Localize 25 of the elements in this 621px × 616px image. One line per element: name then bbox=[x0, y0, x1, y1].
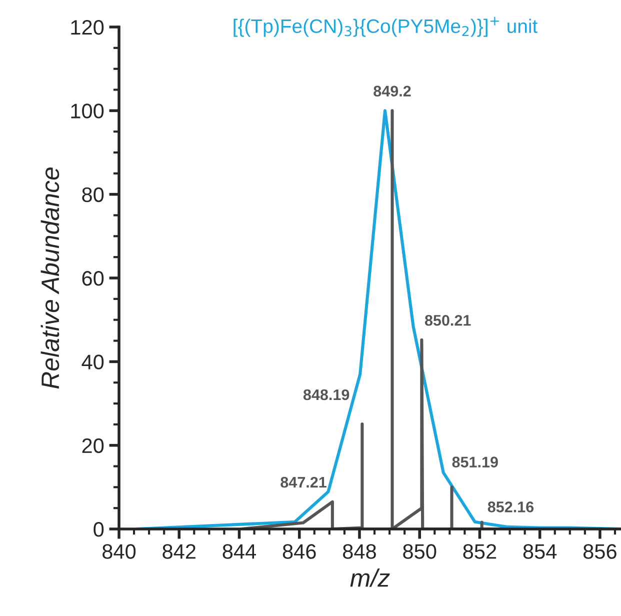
x-axis-title: m/z bbox=[350, 568, 390, 587]
x-tick-label: 852 bbox=[463, 544, 496, 559]
x-tick-label: 846 bbox=[282, 544, 316, 559]
y-tick-label: 120 bbox=[71, 20, 104, 35]
y-tick-label: 40 bbox=[82, 354, 104, 370]
x-tick-label: 848 bbox=[343, 544, 376, 559]
chart-title: [{(Tp)Fe(CN)$_{3}$}{Co(PY5Me$_{2}$)}]$^{+}$ unit bbox=[234, 16, 538, 37]
annotation: 849.2 bbox=[374, 86, 411, 97]
y-axis-title: Relative Abundance bbox=[40, 168, 60, 389]
x-tick-label: 840 bbox=[102, 544, 136, 559]
annotation: 851.19 bbox=[452, 456, 498, 468]
y-tick-label: 0 bbox=[94, 522, 104, 537]
annotation: 847.21 bbox=[280, 476, 326, 488]
x-tick-label: 850 bbox=[403, 544, 436, 559]
y-tick-label: 60 bbox=[82, 271, 104, 286]
y-tick-label: 80 bbox=[82, 187, 104, 202]
x-tick-label: 844 bbox=[222, 544, 256, 559]
x-tick-label: 856 bbox=[583, 544, 616, 559]
x-tick-label: 842 bbox=[162, 544, 196, 559]
y-tick-label: 100 bbox=[71, 104, 104, 118]
x-tick-label: 854 bbox=[523, 544, 557, 559]
annotation: 848.19 bbox=[303, 389, 350, 400]
annotation: 852.16 bbox=[488, 502, 534, 512]
y-tick-label: 20 bbox=[82, 438, 104, 454]
annotation: 850.21 bbox=[424, 314, 471, 326]
